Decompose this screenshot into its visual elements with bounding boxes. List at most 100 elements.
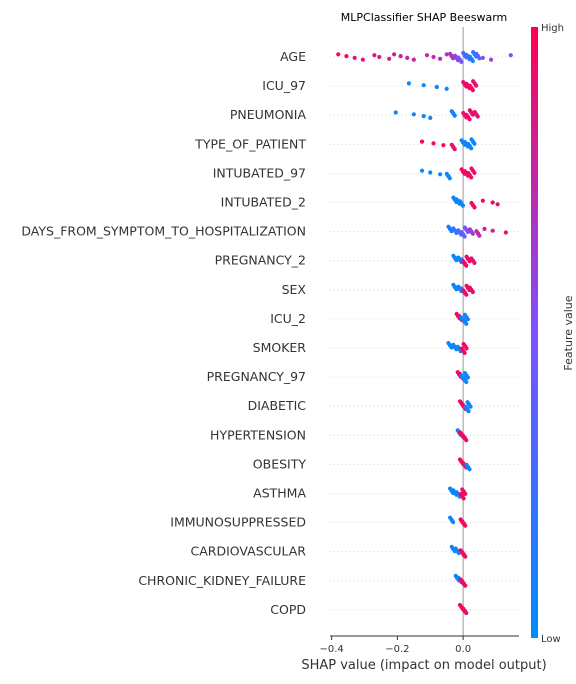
shap-point	[428, 115, 433, 120]
shap-point	[411, 112, 416, 117]
shap-point	[474, 83, 479, 88]
shap-point	[472, 141, 477, 146]
shap-point	[464, 438, 469, 443]
feature-label-diabetic: DIABETIC	[248, 398, 307, 413]
x-tick-label: −0.4	[319, 644, 343, 655]
shap-point	[463, 554, 468, 559]
shap-point	[464, 292, 469, 297]
shap-point	[428, 170, 433, 175]
shap-point	[352, 55, 357, 61]
shap-point	[467, 117, 472, 122]
feature-label-intubated-97: INTUBATED_97	[213, 165, 306, 180]
colorbar-high-label: High	[541, 23, 564, 34]
shap-point	[459, 59, 464, 64]
shap-point	[452, 147, 457, 152]
shap-point	[398, 54, 403, 59]
chart-title: MLPClassifier SHAP Beeswarm	[341, 11, 507, 24]
feature-label-intubated-2: INTUBATED_2	[221, 195, 306, 210]
feature-label-hypertension: HYPERTENSION	[210, 427, 306, 442]
x-axis-label: SHAP value (impact on model output)	[301, 658, 546, 673]
shap-point	[463, 583, 468, 588]
shap-point	[431, 141, 436, 146]
x-tick-label: −0.2	[385, 644, 409, 655]
shap-point	[464, 321, 469, 326]
shap-point	[465, 375, 471, 380]
shap-point	[462, 350, 467, 355]
shap-point	[419, 168, 425, 173]
colorbar-low-label: Low	[541, 634, 561, 645]
feature-label-asthma: ASTHMA	[253, 486, 306, 501]
shap-point	[472, 170, 477, 175]
shap-point	[468, 404, 473, 409]
feature-label-pregnancy-97: PREGNANCY_97	[207, 369, 306, 384]
shap-point	[460, 203, 466, 208]
shap-point	[462, 234, 467, 239]
shap-point	[490, 228, 495, 233]
shap-points	[336, 50, 513, 616]
shap-point	[421, 114, 426, 119]
shap-point	[467, 467, 472, 472]
shap-point	[360, 57, 365, 62]
shap-point	[431, 54, 436, 60]
shap-point	[419, 139, 425, 144]
shap-point	[490, 200, 495, 205]
shap-point	[411, 57, 416, 62]
shap-point	[444, 52, 449, 57]
shap-point	[451, 520, 456, 525]
shap-point	[438, 56, 443, 61]
shap-point	[466, 409, 471, 414]
shap-point	[424, 53, 430, 58]
feature-label-chronic-kidney-failure: CHRONIC_KIDNEY_FAILURE	[138, 573, 306, 588]
feature-label-cardiovascular: CARDIOVASCULAR	[191, 544, 307, 559]
feature-label-type-of-patient: TYPE_OF_PATIENT	[194, 136, 306, 151]
shap-point	[469, 146, 474, 151]
feature-label-icu-2: ICU_2	[270, 311, 306, 326]
shap-point	[372, 53, 377, 58]
shap-point	[434, 84, 439, 90]
colorbar: High Low Feature value	[531, 23, 575, 645]
shap-point	[392, 52, 397, 57]
shap-point	[469, 175, 474, 180]
feature-label-days-from-symptom-to-hospitalization: DAYS_FROM_SYMPTOM_TO_HOSPITALIZATION	[21, 224, 306, 239]
shap-point	[464, 346, 469, 351]
feature-rows: AGE ICU_97 PNEUMONIA TYPE_OF_PATIENT INTUBAT…	[21, 49, 519, 617]
shap-point	[464, 263, 469, 268]
shap-point	[475, 114, 480, 119]
shap-point	[406, 81, 411, 86]
feature-label-immunosuppressed: IMMUNOSUPPRESSED	[170, 515, 306, 530]
shap-point	[387, 56, 392, 61]
shap-point	[452, 113, 457, 118]
shap-point	[480, 198, 485, 203]
feature-label-pneumonia: PNEUMONIA	[230, 107, 307, 122]
shap-point	[377, 54, 382, 60]
feature-label-smoker: SMOKER	[253, 340, 307, 355]
feature-label-pregnancy-2: PREGNANCY_2	[215, 253, 306, 268]
shap-point	[393, 110, 398, 115]
shap-point	[463, 523, 468, 528]
shap-point	[438, 172, 443, 177]
shap-point	[470, 231, 475, 236]
x-tick-label: 0.0	[455, 644, 471, 655]
colorbar-gradient	[531, 27, 538, 638]
shap-point	[461, 496, 466, 501]
shap-point	[472, 260, 477, 265]
shap-point	[344, 54, 349, 59]
shap-point	[508, 53, 513, 58]
shap-point	[336, 52, 341, 57]
shap-point	[495, 202, 500, 207]
feature-label-sex: SEX	[282, 282, 307, 297]
shap-point	[480, 55, 485, 61]
shap-point	[464, 379, 469, 385]
shap-point	[444, 86, 449, 91]
shap-point	[477, 233, 482, 238]
shap-point	[472, 205, 477, 210]
shap-point	[470, 88, 475, 93]
shap-point	[441, 143, 446, 148]
x-axis: −0.4 −0.2 0.0 SHAP value (impact on model …	[301, 635, 547, 673]
x-ticks: −0.4 −0.2 0.0	[319, 636, 471, 655]
shap-point	[470, 58, 475, 64]
shap-point	[421, 83, 426, 88]
shap-point	[465, 317, 471, 322]
feature-label-copd: COPD	[270, 602, 306, 617]
